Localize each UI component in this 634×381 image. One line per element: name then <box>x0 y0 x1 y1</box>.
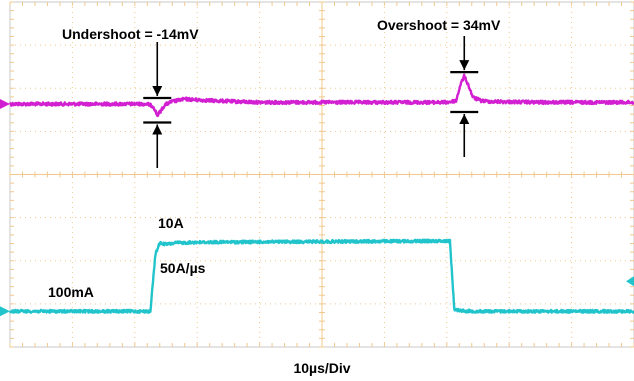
x-axis-label: 10µs/Div <box>293 360 350 376</box>
channel-2-marker <box>0 306 10 317</box>
overshoot-down-arrow-head <box>459 60 470 71</box>
undershoot-label: Undershoot = -14mV <box>62 26 199 42</box>
overshoot-label: Overshoot = 34mV <box>377 17 501 33</box>
traces <box>0 73 634 317</box>
trigger-level-marker <box>626 276 634 287</box>
undershoot-up-arrow-head <box>152 124 163 135</box>
trace-1 <box>8 73 634 118</box>
trace-2 <box>8 238 634 314</box>
grid <box>9 1 634 348</box>
low-current-label: 100mA <box>48 284 94 300</box>
channel-1-marker <box>0 99 10 109</box>
measurement-markers <box>143 36 479 168</box>
high-current-label: 10A <box>158 215 184 231</box>
undershoot-down-arrow-head <box>152 86 163 96</box>
slew-rate-label: 50A/µs <box>160 260 206 276</box>
overshoot-up-arrow-head <box>459 114 470 124</box>
